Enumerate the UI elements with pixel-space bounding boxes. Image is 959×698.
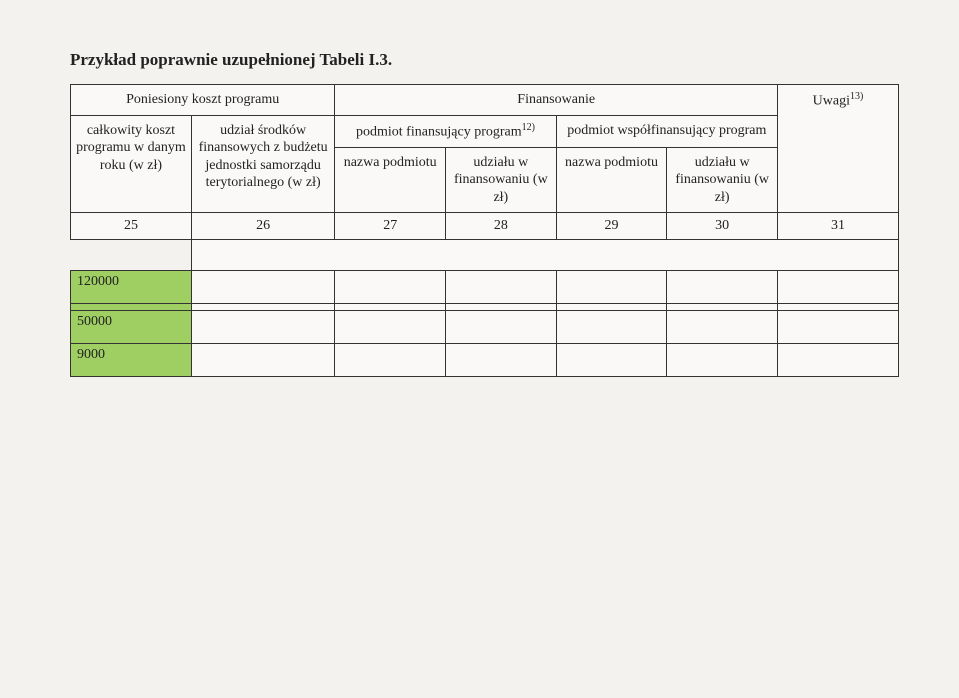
- hdr-calkowity: całkowity koszt programu w danym roku (w…: [71, 115, 192, 213]
- r1-c1: 120000: [71, 270, 192, 303]
- hdr-podmiot-fin: podmiot finansujący program12): [335, 115, 556, 147]
- gap-c1: [71, 303, 192, 310]
- header-row-2: całkowity koszt programu w danym roku (w…: [71, 115, 899, 147]
- spacer-row: [71, 239, 899, 270]
- r1-c2: [191, 270, 334, 303]
- colnum-29: 29: [556, 213, 667, 240]
- corner-gap: [71, 239, 192, 270]
- r1-c3: [335, 270, 446, 303]
- colnum-26: 26: [191, 213, 334, 240]
- col-number-row: 25 26 27 28 29 30 31: [71, 213, 899, 240]
- data-row-3: 9000: [71, 343, 899, 376]
- r3-c4: [446, 343, 557, 376]
- page-title: Przykład poprawnie uzupełnionej Tabeli I…: [70, 50, 899, 70]
- r3-c5: [556, 343, 667, 376]
- gap-c2: [191, 303, 334, 310]
- data-row-2: 50000: [71, 310, 899, 343]
- r1-c5: [556, 270, 667, 303]
- main-table: Poniesiony koszt programu Finansowanie U…: [70, 84, 899, 377]
- hdr-udzial-srodkow: udział środków finansowych z budżetu jed…: [191, 115, 334, 213]
- hdr-uwagi-sup: 13): [850, 91, 863, 102]
- colnum-27: 27: [335, 213, 446, 240]
- gap-c7: [778, 303, 899, 310]
- hdr-udzial-2: udziału w finansowaniu (w zł): [667, 147, 778, 213]
- hdr-podmiot-fin-text: podmiot finansujący program: [356, 124, 522, 139]
- gap-row: [71, 303, 899, 310]
- r3-c2: [191, 343, 334, 376]
- gap-c6: [667, 303, 778, 310]
- header-row-1: Poniesiony koszt programu Finansowanie U…: [71, 85, 899, 116]
- gap-c5: [556, 303, 667, 310]
- r3-c6: [667, 343, 778, 376]
- r3-c1: 9000: [71, 343, 192, 376]
- hdr-podmiot-wsp: podmiot współfinansujący program: [556, 115, 777, 147]
- colnum-30: 30: [667, 213, 778, 240]
- hdr-poniesiony: Poniesiony koszt programu: [71, 85, 335, 116]
- hdr-udzial-1: udziału w finansowaniu (w zł): [446, 147, 557, 213]
- r2-c4: [446, 310, 557, 343]
- r2-c7: [778, 310, 899, 343]
- gap-c3: [335, 303, 446, 310]
- r2-c6: [667, 310, 778, 343]
- hdr-uwagi-text: Uwagi: [813, 94, 850, 109]
- r1-c7: [778, 270, 899, 303]
- r2-c3: [335, 310, 446, 343]
- r3-c3: [335, 343, 446, 376]
- r1-c6: [667, 270, 778, 303]
- r3-c7: [778, 343, 899, 376]
- r2-c5: [556, 310, 667, 343]
- colnum-25: 25: [71, 213, 192, 240]
- spacer-cell: [191, 239, 898, 270]
- gap-c4: [446, 303, 557, 310]
- r1-c4: [446, 270, 557, 303]
- r2-c2: [191, 310, 334, 343]
- data-row-1: 120000: [71, 270, 899, 303]
- hdr-uwagi: Uwagi13): [778, 85, 899, 213]
- r2-c1: 50000: [71, 310, 192, 343]
- colnum-31: 31: [778, 213, 899, 240]
- colnum-28: 28: [446, 213, 557, 240]
- hdr-finansowanie: Finansowanie: [335, 85, 778, 116]
- hdr-podmiot-fin-sup: 12): [522, 122, 535, 133]
- hdr-nazwa-2: nazwa podmiotu: [556, 147, 667, 213]
- hdr-nazwa-1: nazwa podmiotu: [335, 147, 446, 213]
